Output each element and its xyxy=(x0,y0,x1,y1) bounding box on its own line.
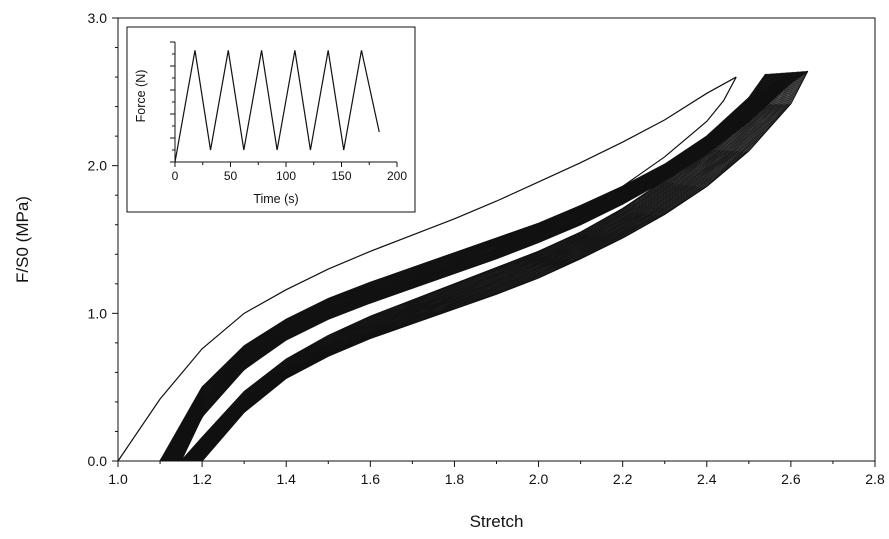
inset-plot-area xyxy=(174,50,380,163)
unloading-cycle-curve xyxy=(189,72,784,462)
unloading-cycle-curve xyxy=(185,73,775,462)
x-tick-label: 2.4 xyxy=(697,471,717,487)
unloading-cycle-curve xyxy=(188,72,783,462)
unloading-cycle-curve xyxy=(186,73,778,462)
inset-x-tick-label: 50 xyxy=(224,169,238,183)
inset-axes: 0 50 100 150 200 xyxy=(170,41,407,183)
x-tick-label: 1.0 xyxy=(108,471,128,487)
unloading-cycle-curve xyxy=(192,72,790,462)
x-tick-label: 2.8 xyxy=(865,471,885,487)
y-tick-label: 0.0 xyxy=(88,453,108,469)
x-axis-title: Stretch xyxy=(470,512,524,531)
x-tick-label: 1.2 xyxy=(192,471,212,487)
unloading-cycle-curve xyxy=(191,72,789,462)
series-line-5 xyxy=(180,70,809,462)
force-time-line xyxy=(174,50,380,163)
unloading-cycle-curve xyxy=(190,72,785,462)
unloading-cycle-curve xyxy=(188,72,781,462)
series-line-3 xyxy=(159,73,767,462)
x-tick-label: 2.2 xyxy=(613,471,633,487)
x-tick-label: 2.6 xyxy=(781,471,801,487)
unloading-cycle-curve xyxy=(191,72,788,462)
unloading-cycle-curve xyxy=(183,73,773,462)
unloading-cycle-curve xyxy=(190,72,786,462)
inset-x-tick-label: 150 xyxy=(331,169,351,183)
inset-x-tick-label: 100 xyxy=(276,169,296,183)
inset-x-tick-label: 200 xyxy=(387,169,407,183)
inset-x-axis-title: Time (s) xyxy=(253,192,298,206)
y-axis-title: F/S0 (MPa) xyxy=(13,196,32,283)
series-line-6 xyxy=(201,70,809,462)
inset-y-axis-title: Force (N) xyxy=(134,70,148,123)
x-tick-label: 1.8 xyxy=(445,471,465,487)
x-tick-label: 2.0 xyxy=(529,471,549,487)
inset-chart: 0 50 100 150 200 Time (s) Force (N) xyxy=(126,26,416,213)
unloading-cycle-curve xyxy=(181,73,769,462)
series-line-4 xyxy=(180,73,767,462)
unloading-cycle-curve xyxy=(184,73,774,462)
unloading-cycle-curve xyxy=(186,73,779,462)
y-tick-label: 1.0 xyxy=(88,305,108,321)
series-line-2 xyxy=(159,76,737,462)
y-tick-label: 3.0 xyxy=(88,10,108,26)
main-axes: 1.0 1.2 1.4 1.6 1.8 2.0 2.2 2.4 2.6 2.80.01.02.03… xyxy=(88,10,885,487)
x-tick-label: 1.4 xyxy=(276,471,296,487)
unloading-cycle-curve xyxy=(187,72,780,462)
unloading-cycle-curve xyxy=(185,73,776,462)
y-tick-label: 2.0 xyxy=(88,158,108,174)
x-tick-label: 1.6 xyxy=(361,471,381,487)
inset-frame xyxy=(126,26,416,213)
series-line-1 xyxy=(117,76,737,462)
main-plot-area xyxy=(117,70,809,462)
inset-x-tick-label: 0 xyxy=(172,169,179,183)
